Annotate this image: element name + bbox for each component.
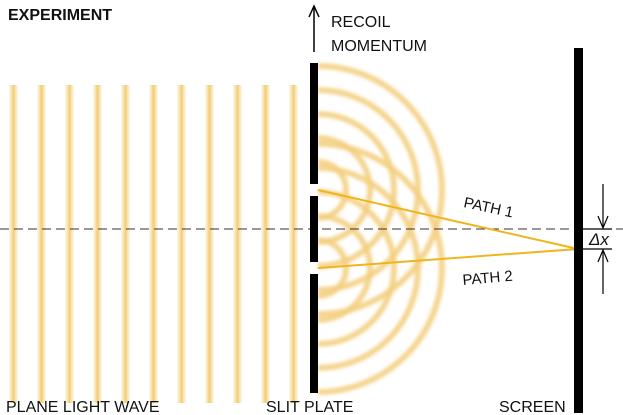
- arrow-pair-icon: [578, 184, 612, 294]
- slit-plate-top: [310, 63, 318, 184]
- circular-wavefront: [317, 111, 397, 269]
- circular-wavefront: [317, 237, 349, 299]
- screen-bar: [574, 48, 583, 413]
- circular-wavefront: [317, 141, 445, 395]
- circular-wavefront: [317, 213, 373, 323]
- plane-wavefront: [93, 85, 102, 403]
- circular-wavefront: [317, 165, 421, 371]
- plane-wavefront: [233, 85, 242, 403]
- diffracted-wavefronts: [317, 63, 445, 395]
- circular-wavefront: [317, 63, 445, 317]
- plane-wavefront: [121, 85, 130, 403]
- delta-x-label: Δx: [588, 230, 609, 249]
- plane-wavefront: [261, 85, 270, 403]
- plane-wave-label: PLANE LIGHT WAVE: [6, 399, 160, 415]
- circular-wavefront: [317, 189, 397, 347]
- path-1-line: [317, 189, 579, 250]
- plane-light-wave: [9, 85, 298, 403]
- slit-plate-bottom: [310, 274, 318, 393]
- plane-wavefront: [65, 85, 74, 403]
- plane-wavefront: [205, 85, 214, 403]
- plane-wavefront: [177, 85, 186, 403]
- plane-wavefront: [149, 85, 158, 403]
- title: EXPERIMENT: [8, 7, 112, 24]
- recoil-label-line1: RECOIL: [331, 14, 391, 31]
- plane-wavefront: [9, 85, 18, 403]
- slit-plate-label: SLIT PLATE: [266, 399, 353, 415]
- path-2-label: PATH 2: [462, 268, 514, 289]
- recoil-label-line2: MOMENTUM: [331, 38, 427, 55]
- plane-wavefront: [37, 85, 46, 403]
- path-2-line: [317, 248, 579, 269]
- arrow-up-icon: [308, 4, 320, 52]
- plane-wavefront: [289, 85, 298, 403]
- screen-label: SCREEN: [499, 399, 566, 415]
- slit-plate-middle: [310, 196, 318, 262]
- path-1-label: PATH 1: [462, 194, 515, 221]
